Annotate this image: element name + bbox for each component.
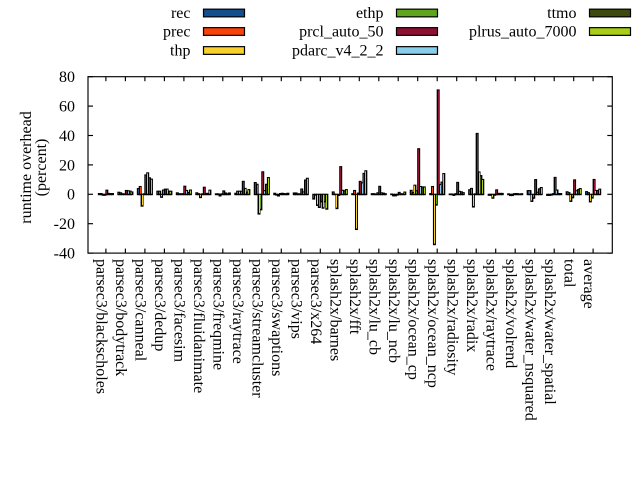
svg-text:splash2x/volrend: splash2x/volrend: [502, 259, 519, 368]
svg-text:0: 0: [67, 187, 75, 204]
svg-text:-20: -20: [54, 216, 75, 233]
svg-text:parsec3/swaptions: parsec3/swaptions: [268, 259, 285, 376]
svg-text:parsec3/fluidanimate: parsec3/fluidanimate: [190, 259, 207, 393]
svg-text:(percent): (percent): [33, 139, 50, 197]
svg-text:prec: prec: [163, 24, 191, 41]
svg-text:parsec3/freqmine: parsec3/freqmine: [210, 259, 227, 370]
svg-text:parsec3/bodytrack: parsec3/bodytrack: [112, 259, 129, 376]
svg-text:parsec3/canneal: parsec3/canneal: [132, 259, 149, 362]
svg-text:60: 60: [59, 99, 75, 116]
svg-text:parsec3/raytrace: parsec3/raytrace: [229, 259, 246, 364]
svg-text:20: 20: [59, 157, 75, 174]
svg-text:40: 40: [59, 128, 75, 145]
svg-text:splash2x/water_nsquared: splash2x/water_nsquared: [521, 259, 538, 421]
svg-text:plrus_auto_7000: plrus_auto_7000: [469, 24, 577, 41]
svg-text:splash2x/lu_cb: splash2x/lu_cb: [366, 259, 383, 355]
svg-text:splash2x/radiosity: splash2x/radiosity: [443, 259, 460, 375]
svg-text:parsec3/streamcluster: parsec3/streamcluster: [249, 259, 266, 398]
svg-text:-40: -40: [54, 246, 75, 263]
svg-text:parsec3/vips: parsec3/vips: [288, 259, 305, 339]
svg-text:splash2x/barnes: splash2x/barnes: [327, 259, 344, 361]
svg-text:rec: rec: [171, 5, 191, 22]
svg-text:total: total: [560, 259, 577, 288]
svg-text:splash2x/fft: splash2x/fft: [346, 259, 363, 335]
svg-text:splash2x/water_spatial: splash2x/water_spatial: [541, 259, 558, 405]
svg-text:parsec3/x264: parsec3/x264: [307, 259, 324, 344]
svg-text:parsec3/facesim: parsec3/facesim: [171, 259, 188, 363]
svg-text:splash2x/raytrace: splash2x/raytrace: [482, 259, 499, 371]
svg-text:splash2x/ocean_ncp: splash2x/ocean_ncp: [424, 259, 441, 388]
svg-text:ethp: ethp: [356, 5, 384, 22]
svg-text:parsec3/blackscholes: parsec3/blackscholes: [93, 259, 110, 394]
svg-text:splash2x/radix: splash2x/radix: [463, 259, 480, 352]
svg-text:average: average: [580, 259, 597, 309]
svg-text:splash2x/ocean_cp: splash2x/ocean_cp: [404, 259, 421, 380]
svg-text:pdarc_v4_2_2: pdarc_v4_2_2: [292, 43, 384, 60]
svg-text:thp: thp: [170, 43, 190, 60]
svg-text:parsec3/dedup: parsec3/dedup: [151, 259, 168, 351]
svg-text:prcl_auto_50: prcl_auto_50: [299, 24, 383, 41]
svg-text:ttmo: ttmo: [547, 5, 576, 22]
svg-text:80: 80: [59, 69, 75, 86]
svg-text:splash2x/lu_ncb: splash2x/lu_ncb: [385, 259, 402, 363]
